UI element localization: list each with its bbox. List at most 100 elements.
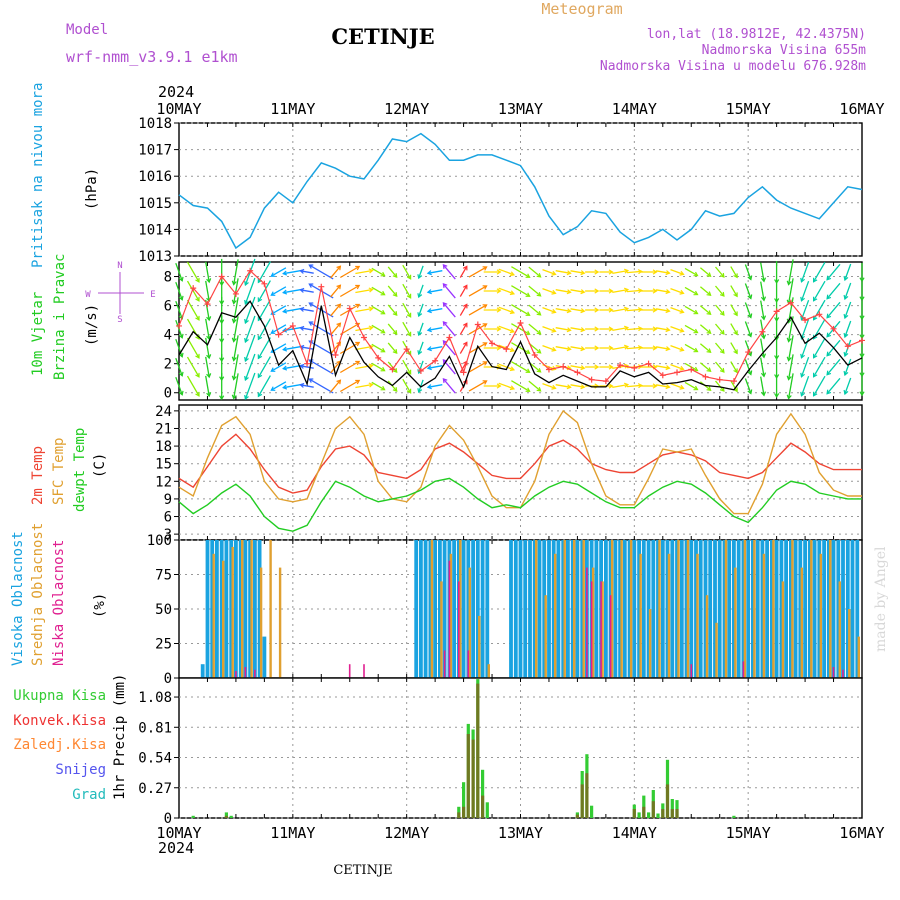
wind-arrow (270, 267, 287, 277)
wind-arrow-head (566, 346, 572, 352)
wind-arrow (555, 289, 571, 293)
wind-arrow-head (594, 307, 600, 313)
wind-arrow (442, 264, 456, 280)
wind-arrow (730, 266, 738, 278)
wind-arrow (308, 283, 334, 299)
wind-arrow-head (392, 292, 398, 297)
wind-arrow-head (608, 383, 614, 389)
wind-arrow (283, 307, 303, 313)
precip-total-bar (647, 812, 651, 818)
wind-arrow-head (843, 370, 849, 377)
precip-conv-bar (575, 814, 579, 818)
wind-gust-marker (588, 376, 595, 383)
wind-arrow (418, 341, 424, 355)
model-label: Model (66, 22, 108, 38)
wind-arrow (715, 304, 725, 316)
wind-arrow (468, 266, 487, 278)
wind-arrow-head (665, 289, 671, 295)
wind-arrow (844, 377, 852, 395)
wind-arrow-head (733, 387, 738, 393)
wind-arrow-head (859, 372, 865, 378)
cloud-bar (363, 664, 365, 678)
cloud-bar (566, 540, 570, 678)
wind-arrow-head (525, 311, 531, 316)
wind-arrow (730, 380, 738, 392)
wind-arrow-head (195, 372, 200, 378)
wind-arrow (787, 278, 794, 304)
wind-arrow-head (747, 294, 753, 300)
wind-arrow-head (442, 340, 448, 345)
wind-arrow-head (706, 291, 712, 297)
wind-arrow (339, 341, 360, 355)
cloud-bar (742, 661, 745, 678)
cloud-bar (551, 540, 556, 678)
wind-arrow-head (244, 337, 249, 344)
wind-arrow (800, 318, 810, 340)
time-label-top: 13MAY (498, 100, 543, 118)
wind-gust-marker (232, 290, 239, 297)
wind-arrow (308, 378, 334, 394)
precip-conv-bar (476, 683, 480, 818)
wind-arrow-head (551, 384, 557, 390)
wind-arrow (715, 266, 725, 278)
cloud-bar (703, 540, 708, 678)
wind-arrow (442, 283, 456, 299)
wind-arrow-head (812, 296, 818, 302)
cloud-title-3: Niska Oblacnost (51, 540, 67, 666)
wind-arrow (670, 306, 684, 314)
wind-arrow-head (859, 296, 865, 302)
wind-arrow (744, 321, 752, 337)
wind-arrow (270, 381, 287, 391)
wind-arrow-head (336, 341, 342, 347)
wind-arrow-head (368, 325, 374, 331)
wind-gust-marker (730, 378, 737, 385)
cloud-bar (433, 540, 437, 678)
wind-arrow (542, 287, 556, 295)
wind-arrow (300, 289, 314, 293)
wind-arrow-head (509, 328, 516, 334)
cloud-bar (713, 540, 717, 678)
cloud-bar (727, 540, 732, 678)
wind-arrow-head (706, 367, 712, 373)
y-tick-label: 1015 (138, 196, 172, 212)
wind-arrow-head (566, 289, 572, 295)
wind-arrow-head (652, 345, 658, 351)
time-label-top: 11MAY (270, 100, 315, 118)
wind-arrow-head (178, 390, 184, 396)
wind-arrow (371, 343, 385, 353)
wind-arrow (257, 375, 271, 397)
wind-arrow-head (826, 313, 832, 319)
wind-arrow-head (843, 294, 849, 301)
wind-arrow-head (463, 379, 468, 385)
wind-arrow (511, 361, 530, 373)
wind-arrow-head (760, 315, 767, 321)
cloud-bar (458, 581, 460, 678)
wind-arrow (730, 285, 738, 297)
wind-arrow-head (536, 311, 542, 316)
wind-arrow-head (551, 327, 557, 333)
wind-arrow (308, 359, 334, 375)
wind-arrow-head (652, 326, 658, 332)
wind-arrow-head (679, 346, 685, 352)
wind-arrow (308, 340, 334, 356)
wind-arrow-head (800, 277, 805, 283)
cloud-bar (570, 540, 575, 678)
wind-gust-marker (389, 366, 396, 373)
wind-arrow (186, 299, 200, 321)
wind-arrow-head (496, 383, 502, 389)
wind-arrow (570, 346, 585, 350)
wind-arrow (655, 289, 670, 293)
wind-arrow-head (826, 389, 832, 395)
wind-arrow (800, 261, 810, 283)
y-tick-label: 0 (164, 386, 172, 402)
wind-arrow-head (679, 289, 685, 295)
cloud-bar (817, 540, 822, 678)
wind-arrow (270, 362, 287, 372)
wind-arrow (555, 270, 571, 274)
wind-arrow-head (812, 353, 818, 359)
wind-arrow (528, 285, 542, 297)
footer-station: CETINJE (333, 863, 392, 878)
wind-arrow (787, 373, 794, 399)
